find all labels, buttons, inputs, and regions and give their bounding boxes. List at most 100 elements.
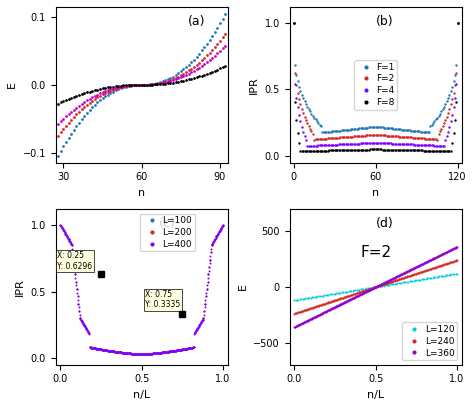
Point	[387, 276, 394, 283]
Point	[390, 140, 397, 147]
Point	[444, 95, 452, 101]
Point	[295, 139, 303, 146]
Point	[362, 289, 369, 295]
Point	[350, 140, 357, 147]
Point	[169, 77, 177, 83]
Point	[211, 28, 219, 35]
Point	[450, 78, 457, 85]
Point	[204, 271, 212, 278]
Point	[401, 279, 409, 285]
Point	[77, 316, 84, 323]
Point	[179, 346, 187, 352]
Point	[430, 255, 438, 261]
Point	[99, 89, 106, 96]
Point	[398, 271, 405, 278]
Point	[76, 311, 83, 318]
Point	[439, 262, 447, 268]
Point	[383, 125, 391, 131]
Point	[403, 147, 411, 153]
Point	[185, 345, 192, 352]
Point	[447, 247, 454, 254]
Point	[428, 142, 436, 149]
Point	[193, 325, 201, 331]
Point	[310, 314, 318, 321]
Point	[199, 316, 206, 323]
Point	[369, 285, 376, 292]
Point	[310, 304, 317, 311]
Point	[191, 330, 198, 336]
Point	[369, 285, 377, 291]
Point	[88, 345, 96, 351]
Point	[333, 290, 340, 297]
Point	[313, 313, 321, 319]
Point	[88, 98, 96, 104]
Point	[297, 296, 305, 302]
Point	[321, 142, 329, 149]
Point	[70, 260, 78, 267]
Point	[413, 270, 421, 277]
Point	[133, 351, 141, 357]
Point	[142, 351, 150, 357]
Point	[109, 348, 116, 354]
Point	[353, 140, 360, 147]
Point	[125, 82, 132, 88]
Point	[218, 225, 225, 231]
Point	[207, 249, 215, 256]
Point	[323, 142, 330, 149]
Point	[316, 147, 323, 154]
Point	[307, 316, 314, 322]
Point	[339, 300, 346, 306]
Point	[135, 81, 143, 88]
Point	[340, 299, 348, 306]
Point	[314, 147, 322, 154]
Point	[372, 284, 380, 290]
Point	[82, 324, 90, 331]
Point	[404, 273, 412, 280]
Point	[152, 350, 160, 357]
Point	[342, 293, 350, 300]
Point	[398, 280, 405, 286]
Point	[141, 351, 149, 357]
Point	[399, 133, 407, 140]
Point	[84, 328, 92, 335]
Point	[125, 350, 133, 357]
Point	[291, 62, 299, 68]
Point	[451, 258, 459, 264]
Point	[409, 266, 416, 272]
Point	[365, 124, 373, 131]
Point	[354, 287, 362, 293]
Point	[364, 132, 371, 139]
Point	[405, 127, 412, 133]
Point	[415, 269, 423, 276]
Point	[135, 351, 142, 357]
Point	[196, 322, 203, 328]
Point	[87, 344, 94, 351]
Point	[387, 276, 395, 282]
Point	[196, 320, 204, 327]
Point	[299, 295, 306, 302]
Point	[153, 350, 160, 357]
Point	[99, 346, 107, 353]
Point	[85, 330, 93, 336]
Point	[175, 347, 183, 353]
Point	[334, 127, 341, 134]
Point	[438, 251, 446, 258]
Text: (b): (b)	[375, 15, 393, 28]
Point	[408, 141, 415, 148]
Point	[302, 137, 310, 144]
Point	[195, 323, 202, 329]
Point	[210, 239, 217, 245]
Point	[319, 310, 326, 316]
Point	[401, 133, 408, 140]
Point	[410, 265, 417, 272]
Point	[97, 346, 105, 353]
Point	[125, 350, 132, 357]
Point	[164, 348, 172, 355]
Point	[440, 250, 448, 256]
Point	[388, 276, 395, 282]
Point	[442, 272, 450, 279]
Point	[339, 289, 347, 295]
Point	[442, 261, 449, 267]
Point	[145, 350, 153, 357]
Point	[324, 307, 331, 314]
